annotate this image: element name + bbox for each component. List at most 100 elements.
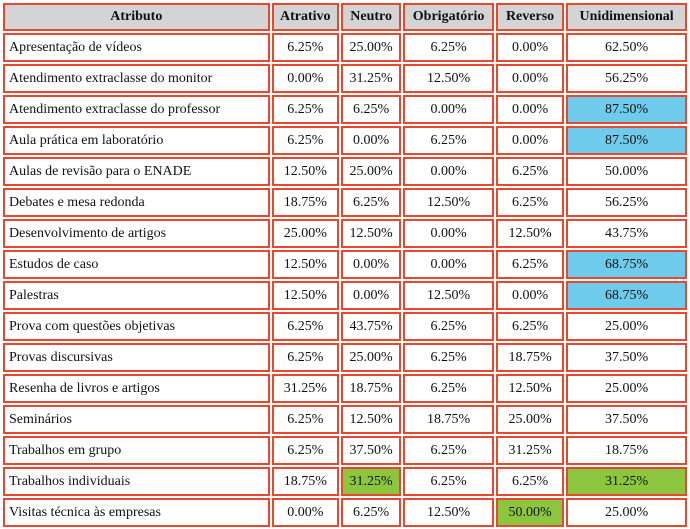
value-cell: 18.75% xyxy=(495,343,565,372)
value-cell: 6.25% xyxy=(271,405,339,434)
value-cell: 56.25% xyxy=(566,64,687,93)
table-row: Debates e mesa redonda 18.75% 6.25% 12.50% 6… xyxy=(3,188,687,217)
value-cell: 37.50% xyxy=(566,343,687,372)
table-row: Visitas técnica às empresas 0.00% 6.25% 12.… xyxy=(3,498,687,527)
value-cell: 43.75% xyxy=(340,312,402,341)
value-cell: 12.50% xyxy=(495,374,565,403)
value-cell: 12.50% xyxy=(403,188,494,217)
value-cell: 6.25% xyxy=(403,33,494,62)
value-cell: 18.75% xyxy=(403,405,494,434)
header-cell: Unidimensional xyxy=(566,3,687,31)
table-row: Prova com questões objetivas 6.25% 43.75% 6… xyxy=(3,312,687,341)
value-cell: 6.25% xyxy=(271,33,339,62)
value-cell: 31.25% xyxy=(566,467,687,496)
header-cell: Reverso xyxy=(495,3,565,31)
value-cell: 6.25% xyxy=(403,467,494,496)
table-row: Resenha de livros e artigos 31.25% 18.75% 6… xyxy=(3,374,687,403)
value-cell: 6.25% xyxy=(271,95,339,124)
value-cell: 6.25% xyxy=(271,312,339,341)
attribute-cell: Aulas de revisão para o ENADE xyxy=(3,157,270,186)
value-cell: 50.00% xyxy=(566,157,687,186)
value-cell: 18.75% xyxy=(340,374,402,403)
header-cell: Atrativo xyxy=(271,3,339,31)
table-row: Aula prática em laboratório 6.25% 0.00% 6.2… xyxy=(3,126,687,155)
attribute-cell: Seminários xyxy=(3,405,270,434)
value-cell: 25.00% xyxy=(340,343,402,372)
value-cell: 25.00% xyxy=(495,405,565,434)
header-row: Atributo Atrativo Neutro Obrigatório Reverso… xyxy=(3,3,687,31)
value-cell: 0.00% xyxy=(495,64,565,93)
value-cell: 31.25% xyxy=(340,467,402,496)
value-cell: 12.50% xyxy=(271,157,339,186)
table-row: Apresentação de vídeos 6.25% 25.00% 6.25% 0.… xyxy=(3,33,687,62)
table-row: Palestras 12.50% 0.00% 12.50% 0.00% 68.75% xyxy=(3,281,687,310)
value-cell: 68.75% xyxy=(566,250,687,279)
value-cell: 6.25% xyxy=(340,95,402,124)
attribute-cell: Prova com questões objetivas xyxy=(3,312,270,341)
value-cell: 68.75% xyxy=(566,281,687,310)
table-row: Trabalhos em grupo 6.25% 37.50% 6.25% 31.25%… xyxy=(3,436,687,465)
value-cell: 6.25% xyxy=(403,343,494,372)
value-cell: 6.25% xyxy=(403,374,494,403)
value-cell: 12.50% xyxy=(340,219,402,248)
value-cell: 0.00% xyxy=(271,64,339,93)
table-row: Aulas de revisão para o ENADE 12.50% 25.00… xyxy=(3,157,687,186)
value-cell: 12.50% xyxy=(340,405,402,434)
table-row: Desenvolvimento de artigos 25.00% 12.50% 0.… xyxy=(3,219,687,248)
attribute-cell: Desenvolvimento de artigos xyxy=(3,219,270,248)
value-cell: 0.00% xyxy=(495,281,565,310)
attribute-cell: Palestras xyxy=(3,281,270,310)
value-cell: 0.00% xyxy=(340,250,402,279)
header-cell: Neutro xyxy=(340,3,402,31)
value-cell: 25.00% xyxy=(566,312,687,341)
value-cell: 0.00% xyxy=(403,219,494,248)
value-cell: 6.25% xyxy=(403,436,494,465)
attribute-cell: Aula prática em laboratório xyxy=(3,126,270,155)
table-row: Trabalhos individuais 18.75% 31.25% 6.25% 6.… xyxy=(3,467,687,496)
value-cell: 31.25% xyxy=(271,374,339,403)
value-cell: 25.00% xyxy=(340,157,402,186)
table-row: Seminários 6.25% 12.50% 18.75% 25.00% 37.50% xyxy=(3,405,687,434)
value-cell: 31.25% xyxy=(495,436,565,465)
value-cell: 0.00% xyxy=(340,281,402,310)
attribute-cell: Resenha de livros e artigos xyxy=(3,374,270,403)
attribute-cell: Atendimento extraclasse do professor xyxy=(3,95,270,124)
value-cell: 0.00% xyxy=(495,95,565,124)
attribute-cell: Provas discursivas xyxy=(3,343,270,372)
value-cell: 0.00% xyxy=(403,157,494,186)
value-cell: 6.25% xyxy=(271,343,339,372)
attribute-cell: Atendimento extraclasse do monitor xyxy=(3,64,270,93)
table-row: Estudos de caso 12.50% 0.00% 0.00% 6.25% 68.7… xyxy=(3,250,687,279)
value-cell: 0.00% xyxy=(340,126,402,155)
value-cell: 0.00% xyxy=(495,126,565,155)
value-cell: 0.00% xyxy=(403,250,494,279)
value-cell: 12.50% xyxy=(403,64,494,93)
value-cell: 25.00% xyxy=(566,374,687,403)
value-cell: 12.50% xyxy=(403,281,494,310)
value-cell: 12.50% xyxy=(403,498,494,527)
header-cell: Obrigatório xyxy=(403,3,494,31)
value-cell: 6.25% xyxy=(495,467,565,496)
value-cell: 6.25% xyxy=(495,157,565,186)
value-cell: 0.00% xyxy=(271,498,339,527)
value-cell: 6.25% xyxy=(340,188,402,217)
value-cell: 12.50% xyxy=(495,219,565,248)
attribute-cell: Estudos de caso xyxy=(3,250,270,279)
header-cell: Atributo xyxy=(3,3,270,31)
table-body: Apresentação de vídeos 6.25% 25.00% 6.25% 0.… xyxy=(3,33,687,527)
value-cell: 0.00% xyxy=(495,33,565,62)
attribute-cell: Trabalhos em grupo xyxy=(3,436,270,465)
value-cell: 12.50% xyxy=(271,250,339,279)
value-cell: 87.50% xyxy=(566,126,687,155)
value-cell: 25.00% xyxy=(271,219,339,248)
value-cell: 18.75% xyxy=(271,188,339,217)
value-cell: 6.25% xyxy=(403,126,494,155)
value-cell: 25.00% xyxy=(566,498,687,527)
value-cell: 12.50% xyxy=(271,281,339,310)
value-cell: 6.25% xyxy=(271,436,339,465)
value-cell: 6.25% xyxy=(495,312,565,341)
value-cell: 6.25% xyxy=(495,250,565,279)
attribute-cell: Visitas técnica às empresas xyxy=(3,498,270,527)
attribute-cell: Debates e mesa redonda xyxy=(3,188,270,217)
table-row: Atendimento extraclasse do monitor 0.00% 3… xyxy=(3,64,687,93)
